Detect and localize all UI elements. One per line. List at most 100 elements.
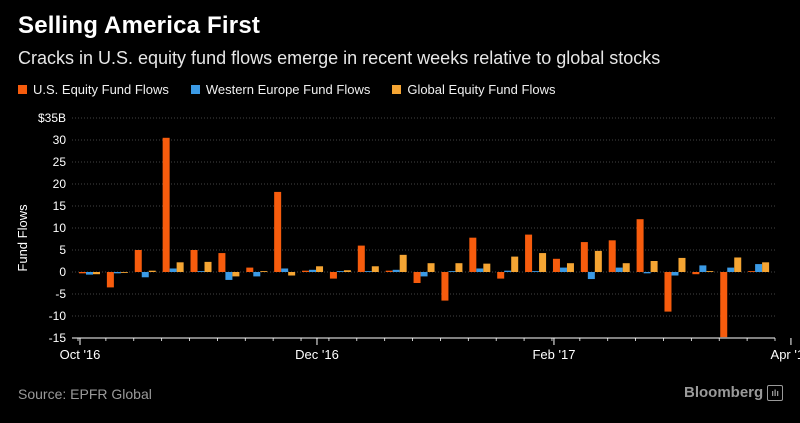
- bar: [274, 191, 282, 272]
- bar: [190, 250, 198, 272]
- bar: [587, 272, 595, 280]
- bar: [525, 234, 533, 272]
- bar: [232, 272, 240, 277]
- bar: [343, 270, 351, 272]
- bar: [218, 253, 226, 272]
- bar: [594, 250, 602, 272]
- legend-item-europe: Western Europe Fund Flows: [190, 82, 371, 97]
- bar: [734, 257, 742, 272]
- bar: [636, 219, 644, 272]
- bar: [650, 261, 658, 272]
- bar: [364, 271, 372, 272]
- y-tick-label: $35B: [38, 111, 66, 125]
- bar: [720, 272, 728, 338]
- bar: [399, 254, 407, 272]
- x-tick-label: Feb '17: [532, 347, 575, 362]
- bars: [79, 137, 770, 338]
- y-tick-label: 10: [53, 221, 67, 235]
- bar: [566, 263, 574, 272]
- bar: [448, 271, 456, 272]
- y-tick-label: 15: [53, 199, 67, 213]
- bar: [329, 272, 337, 279]
- legend-label-us: U.S. Equity Fund Flows: [33, 82, 169, 97]
- bar: [671, 272, 679, 276]
- legend-swatch-us: [18, 85, 27, 94]
- bar: [197, 271, 205, 272]
- bar: [141, 272, 149, 278]
- bar: [134, 250, 142, 272]
- y-axis-label: Fund Flows: [15, 204, 30, 272]
- y-tick-label: 20: [53, 177, 67, 191]
- bar: [302, 270, 310, 272]
- legend-item-us: U.S. Equity Fund Flows: [18, 82, 169, 97]
- bar: [357, 245, 365, 272]
- bar: [148, 270, 156, 272]
- bar: [413, 272, 421, 283]
- bar: [755, 264, 763, 272]
- bar: [559, 267, 567, 272]
- bar: [309, 269, 317, 272]
- bar: [260, 271, 268, 272]
- bar: [420, 272, 428, 277]
- bar: [455, 263, 463, 272]
- y-tick-label: 0: [59, 265, 66, 279]
- bar: [106, 272, 114, 288]
- legend: U.S. Equity Fund Flows Western Europe Fu…: [18, 82, 555, 97]
- chart-subtitle: Cracks in U.S. equity fund flows emerge …: [18, 48, 661, 68]
- y-tick-label: 30: [53, 133, 67, 147]
- bar: [246, 267, 254, 272]
- bar: [678, 257, 686, 272]
- legend-label-global: Global Equity Fund Flows: [407, 82, 556, 97]
- bar: [288, 272, 296, 276]
- bar: [664, 272, 672, 312]
- x-tick-label: Oct '16: [60, 347, 101, 362]
- legend-label-europe: Western Europe Fund Flows: [205, 82, 371, 97]
- bar: [727, 267, 735, 272]
- bloomberg-logo: Bloomberg ılı: [684, 384, 784, 401]
- bar: [336, 271, 344, 272]
- bar: [162, 137, 170, 272]
- bar: [392, 269, 400, 272]
- bar: [316, 266, 324, 272]
- bar: [483, 263, 491, 272]
- bar: [608, 240, 616, 272]
- bloomberg-icon: ılı: [767, 384, 784, 401]
- bar: [532, 271, 540, 272]
- bar: [476, 268, 484, 272]
- chart-title: Selling America First: [18, 12, 261, 39]
- bar: [79, 272, 86, 274]
- bar: [699, 265, 707, 272]
- y-tick-label: -10: [49, 309, 67, 323]
- bar: [225, 272, 233, 280]
- bar: [169, 268, 177, 272]
- bar: [643, 272, 651, 274]
- bar: [692, 272, 700, 275]
- bar: [385, 270, 393, 272]
- bar: [504, 270, 512, 272]
- bar: [539, 253, 547, 272]
- bar: [706, 271, 714, 272]
- x-tick-label: Apr '17: [771, 347, 800, 362]
- bar: [176, 262, 184, 272]
- bar: [748, 271, 756, 272]
- brand-name: Bloomberg: [684, 384, 764, 401]
- bar: [120, 272, 128, 273]
- bar: [552, 258, 560, 272]
- source-note: Source: EPFR Global: [18, 386, 152, 402]
- bar: [93, 272, 100, 275]
- legend-item-global: Global Equity Fund Flows: [392, 82, 555, 97]
- x-tick-label: Dec '16: [295, 347, 339, 362]
- bar: [281, 268, 289, 272]
- axes: -15 -10 -5 0 5 10 15 20 25 30 $35B Oct '16 Dec '16 Fe…: [38, 111, 800, 362]
- legend-swatch-global: [392, 85, 402, 94]
- bar: [622, 263, 630, 272]
- bar: [580, 242, 588, 272]
- bar: [86, 272, 93, 275]
- bar: [427, 263, 435, 272]
- y-tick-label: 5: [59, 243, 66, 257]
- y-tick-label: -15: [49, 331, 67, 345]
- bar: [113, 272, 121, 274]
- y-tick-label: 25: [53, 155, 67, 169]
- bar: [371, 266, 379, 272]
